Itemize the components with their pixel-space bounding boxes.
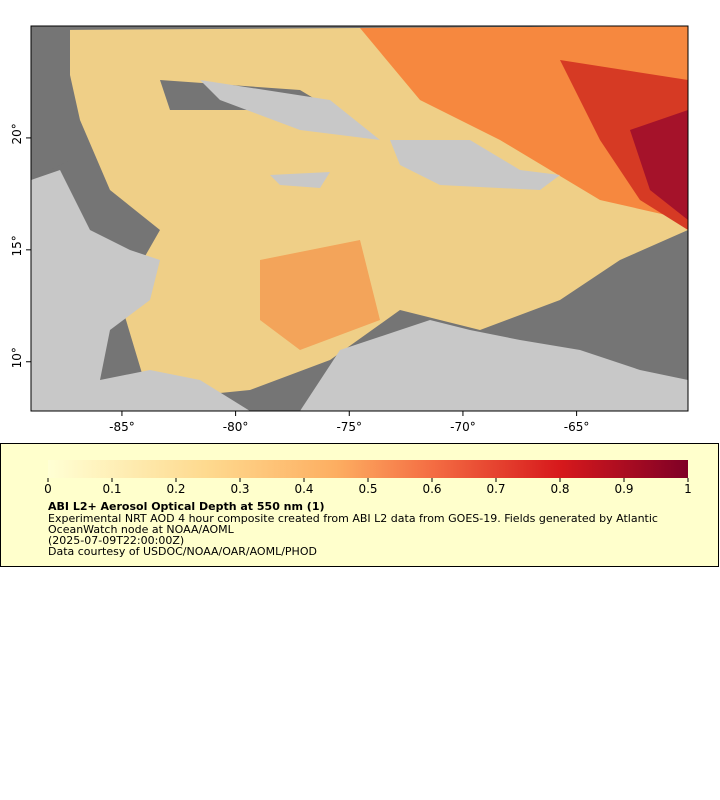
x-tick-label: -75°: [336, 420, 362, 434]
x-tick-label: -65°: [564, 420, 590, 434]
colorbar-tick-label: 1: [684, 482, 692, 496]
colorbar-tick-label: 0.4: [294, 482, 313, 496]
map-frame: [30, 25, 689, 412]
colorbar-tick-label: 0.7: [486, 482, 505, 496]
map-image: [31, 26, 688, 411]
y-tick-label: 10°: [10, 347, 24, 368]
colorbar-tick-label: 0.2: [166, 482, 185, 496]
colorbar-tick-label: 0.8: [550, 482, 569, 496]
x-tick-label: -70°: [450, 420, 476, 434]
caption: Experimental NRT AOD 4 hour composite cr…: [48, 512, 658, 558]
y-tick-label: 15°: [10, 235, 24, 256]
x-tick-label: -80°: [223, 420, 249, 434]
colorbar-tick-label: 0.5: [358, 482, 377, 496]
y-tick-label: 20°: [10, 123, 24, 144]
colorbar-tick-label: 0.9: [614, 482, 633, 496]
colorbar-ticks: 0 0.1 0.2 0.3 0.4 0.5 0.6 0.7 0.8 0.9 1: [44, 478, 692, 496]
caption-line: Data courtesy of USDOC/NOAA/OAR/AOML/PHO…: [48, 545, 317, 558]
x-tick-label: -85°: [109, 420, 135, 434]
caption-line: Experimental NRT AOD 4 hour composite cr…: [48, 512, 658, 525]
caption-title: ABI L2+ Aerosol Optical Depth at 550 nm …: [48, 500, 325, 513]
colorbar-tick-label: 0.3: [230, 482, 249, 496]
colorbar-tick-label: 0.6: [422, 482, 441, 496]
colorbar-tick-label: 0.1: [102, 482, 121, 496]
caption-line: (2025-07-09T22:00:00Z): [48, 534, 184, 547]
colorbar-tick-label: 0: [44, 482, 52, 496]
colorbar: [48, 460, 688, 478]
caption-line: OceanWatch node at NOAA/AOML: [48, 523, 235, 536]
axes: -85° -80° -75° -70° -65° 10° 15° 20°: [10, 123, 589, 434]
